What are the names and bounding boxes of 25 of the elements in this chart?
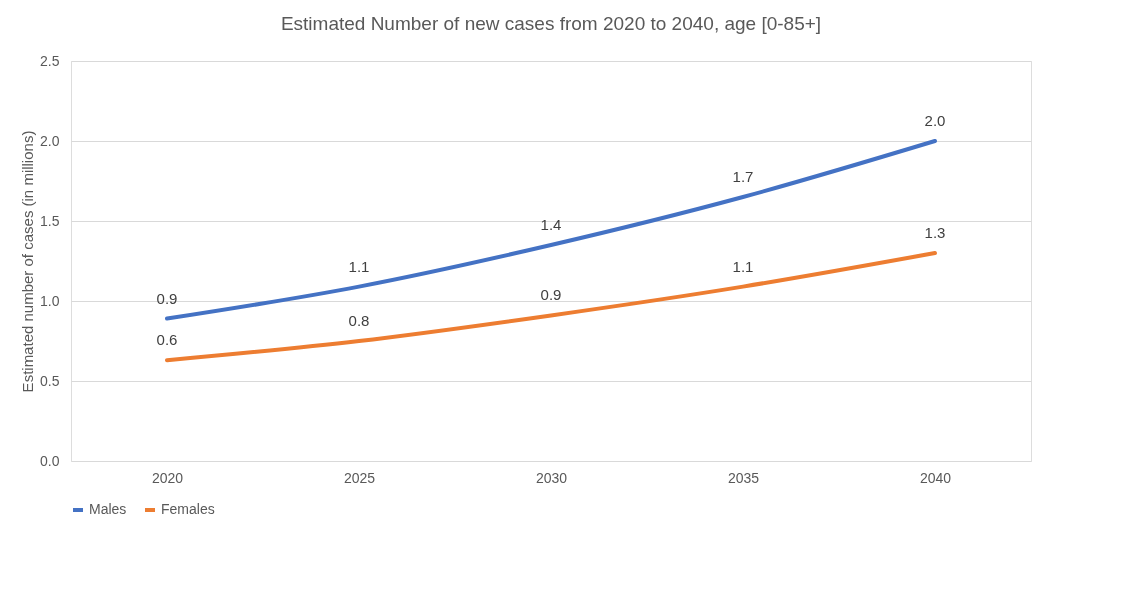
y-tick-label: 0.0 xyxy=(40,452,60,469)
x-tick-label: 2040 xyxy=(919,469,952,486)
data-label: 0.9 xyxy=(156,289,178,307)
data-label: 2.0 xyxy=(924,112,946,129)
chart-title: Estimated Number of new cases from 2020 to 2040, age [0-85+] xyxy=(280,13,822,34)
y-tick-label: 2.0 xyxy=(40,132,60,149)
y-tick-label: 1.5 xyxy=(40,212,60,229)
data-label: 0.6 xyxy=(156,331,178,349)
data-label: 1.7 xyxy=(732,168,754,185)
y-tick-label: 2.5 xyxy=(40,52,60,69)
x-tick-label: 2030 xyxy=(535,469,568,486)
data-label: 0.9 xyxy=(540,286,562,304)
data-label: 0.8 xyxy=(348,312,370,329)
data-label: 1.3 xyxy=(924,224,946,241)
legend-label: Males xyxy=(89,501,127,517)
x-tick-label: 2035 xyxy=(727,469,760,486)
data-label: 1.4 xyxy=(540,216,562,233)
y-tick-label: 1.0 xyxy=(40,292,60,309)
x-tick-label: 2020 xyxy=(151,469,184,486)
legend-label: Females xyxy=(161,501,215,517)
x-tick-label: 2025 xyxy=(343,469,376,486)
y-tick-label: 0.5 xyxy=(40,372,60,389)
data-label: 1.1 xyxy=(348,257,370,275)
data-label: 1.1 xyxy=(732,257,754,275)
y-axis-title: Estimated number of cases (in millions) xyxy=(19,130,37,393)
